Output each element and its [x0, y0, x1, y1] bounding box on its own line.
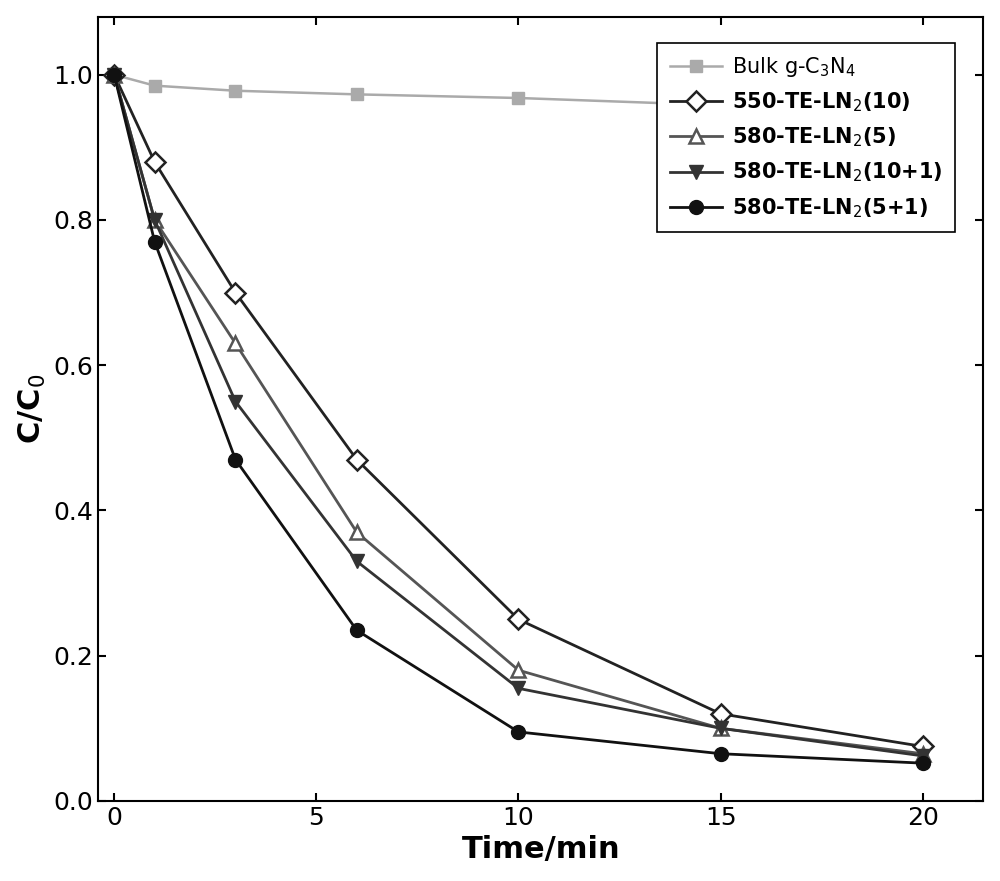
Line: 580-TE-LN$_2$(10+1): 580-TE-LN$_2$(10+1)	[107, 68, 930, 763]
Bulk g-C$_3$N$_4$	[149, 80, 161, 91]
X-axis label: Time/min: Time/min	[461, 835, 620, 864]
580-TE-LN$_2$(5+1)	[351, 625, 363, 635]
550-TE-LN$_2$(10)	[715, 708, 727, 719]
580-TE-LN$_2$(10+1)	[512, 683, 524, 693]
550-TE-LN$_2$(10)	[351, 455, 363, 465]
Legend: Bulk g-C$_3$N$_4$, 550-TE-LN$_2$(10), 580-TE-LN$_2$(5), 580-TE-LN$_2$(10+1), 580: Bulk g-C$_3$N$_4$, 550-TE-LN$_2$(10), 58…	[657, 43, 955, 232]
Bulk g-C$_3$N$_4$	[917, 104, 929, 115]
Bulk g-C$_3$N$_4$	[715, 100, 727, 110]
580-TE-LN$_2$(5)	[917, 749, 929, 759]
580-TE-LN$_2$(5)	[715, 723, 727, 734]
580-TE-LN$_2$(5)	[512, 665, 524, 676]
580-TE-LN$_2$(5+1)	[917, 758, 929, 768]
Bulk g-C$_3$N$_4$	[512, 93, 524, 103]
580-TE-LN$_2$(10+1)	[351, 556, 363, 566]
Y-axis label: C/C$_0$: C/C$_0$	[17, 374, 48, 444]
580-TE-LN$_2$(5+1)	[108, 70, 120, 80]
Bulk g-C$_3$N$_4$	[351, 89, 363, 100]
580-TE-LN$_2$(5+1)	[229, 455, 241, 465]
550-TE-LN$_2$(10)	[149, 157, 161, 167]
580-TE-LN$_2$(5+1)	[149, 236, 161, 247]
580-TE-LN$_2$(10+1)	[149, 215, 161, 226]
Line: Bulk g-C$_3$N$_4$: Bulk g-C$_3$N$_4$	[108, 69, 929, 116]
Line: 550-TE-LN$_2$(10): 550-TE-LN$_2$(10)	[107, 68, 930, 753]
550-TE-LN$_2$(10)	[917, 741, 929, 751]
580-TE-LN$_2$(5)	[229, 338, 241, 349]
580-TE-LN$_2$(10+1)	[229, 396, 241, 407]
Line: 580-TE-LN$_2$(5): 580-TE-LN$_2$(5)	[107, 68, 930, 760]
580-TE-LN$_2$(5+1)	[715, 749, 727, 759]
580-TE-LN$_2$(5)	[149, 215, 161, 226]
580-TE-LN$_2$(10+1)	[917, 751, 929, 761]
580-TE-LN$_2$(5)	[351, 527, 363, 537]
Bulk g-C$_3$N$_4$	[229, 85, 241, 96]
Line: 580-TE-LN$_2$(5+1): 580-TE-LN$_2$(5+1)	[107, 68, 930, 770]
550-TE-LN$_2$(10)	[229, 287, 241, 298]
580-TE-LN$_2$(10+1)	[715, 723, 727, 734]
550-TE-LN$_2$(10)	[108, 70, 120, 80]
580-TE-LN$_2$(5+1)	[512, 727, 524, 737]
Bulk g-C$_3$N$_4$	[108, 70, 120, 80]
580-TE-LN$_2$(10+1)	[108, 70, 120, 80]
550-TE-LN$_2$(10)	[512, 614, 524, 625]
580-TE-LN$_2$(5)	[108, 70, 120, 80]
